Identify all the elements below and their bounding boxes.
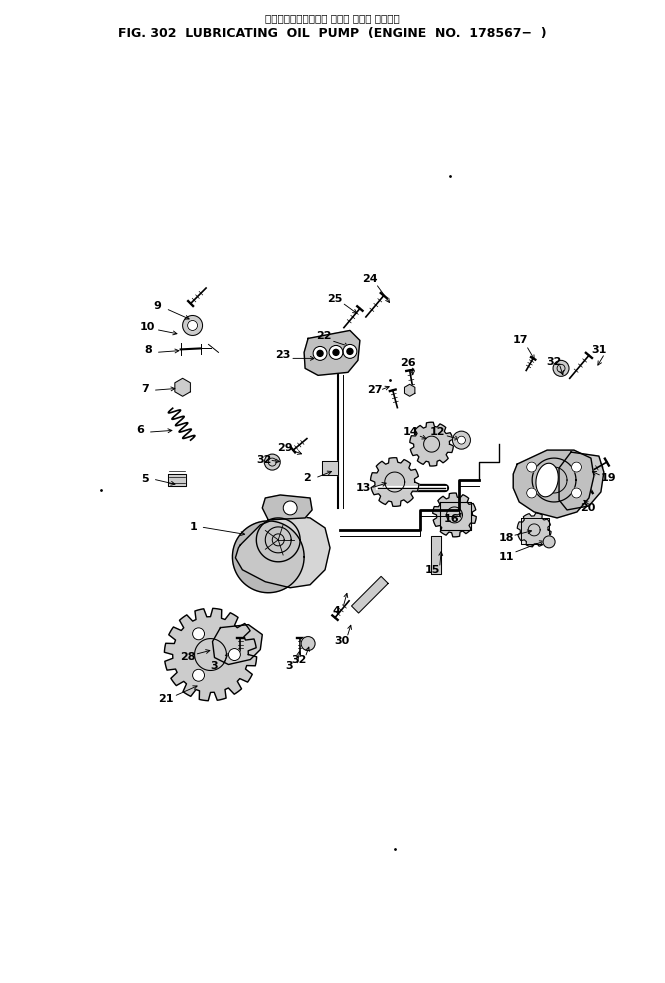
Text: 5: 5 <box>141 474 148 484</box>
Polygon shape <box>233 521 304 593</box>
Text: 4: 4 <box>332 606 340 615</box>
Text: 3: 3 <box>211 661 218 670</box>
Polygon shape <box>175 378 190 396</box>
Text: 31: 31 <box>591 345 606 356</box>
Text: 3: 3 <box>285 661 293 670</box>
Circle shape <box>553 361 569 376</box>
Text: 12: 12 <box>430 428 446 437</box>
Circle shape <box>193 669 205 681</box>
Polygon shape <box>304 330 360 376</box>
Text: 7: 7 <box>141 384 149 394</box>
Polygon shape <box>521 518 549 544</box>
Polygon shape <box>370 458 419 506</box>
Text: 6: 6 <box>136 426 144 435</box>
Polygon shape <box>235 515 330 588</box>
Polygon shape <box>164 608 257 701</box>
Circle shape <box>347 348 353 355</box>
Text: 9: 9 <box>154 301 162 311</box>
Ellipse shape <box>536 463 559 496</box>
Text: 23: 23 <box>275 350 291 361</box>
Circle shape <box>527 488 537 498</box>
Circle shape <box>329 345 343 360</box>
Circle shape <box>343 344 357 359</box>
Text: 10: 10 <box>140 322 156 332</box>
Text: 21: 21 <box>158 694 174 705</box>
Text: 17: 17 <box>513 335 528 345</box>
Circle shape <box>301 637 315 651</box>
Text: 29: 29 <box>277 443 293 453</box>
Text: FIG. 302  LUBRICATING  OIL  PUMP  (ENGINE  NO.  178567−  ): FIG. 302 LUBRICATING OIL PUMP (ENGINE NO… <box>118 28 547 40</box>
Circle shape <box>188 320 198 330</box>
Text: 26: 26 <box>400 359 416 369</box>
Circle shape <box>229 649 240 661</box>
Circle shape <box>571 488 581 498</box>
Polygon shape <box>559 452 604 510</box>
Text: 28: 28 <box>180 652 196 662</box>
Text: 16: 16 <box>444 514 460 524</box>
Polygon shape <box>513 450 594 518</box>
Text: 24: 24 <box>362 273 378 284</box>
Text: 30: 30 <box>334 636 350 646</box>
Polygon shape <box>213 624 262 665</box>
Text: 32: 32 <box>547 358 562 368</box>
Text: 19: 19 <box>601 473 616 483</box>
Text: 8: 8 <box>144 345 152 356</box>
Circle shape <box>313 346 327 361</box>
Circle shape <box>527 462 537 472</box>
Polygon shape <box>168 474 186 486</box>
Circle shape <box>183 316 203 335</box>
Polygon shape <box>431 536 440 574</box>
Text: 2: 2 <box>303 473 311 483</box>
Polygon shape <box>410 423 454 466</box>
Text: ルーブリケーティング オイル ポンプ 適用号機: ルーブリケーティング オイル ポンプ 適用号機 <box>265 14 400 24</box>
Polygon shape <box>433 493 476 537</box>
Text: 32: 32 <box>257 455 272 465</box>
Circle shape <box>317 350 323 357</box>
Text: 14: 14 <box>403 428 418 437</box>
Circle shape <box>193 628 205 640</box>
Circle shape <box>571 462 581 472</box>
Text: 18: 18 <box>499 533 514 543</box>
Polygon shape <box>517 513 551 547</box>
Circle shape <box>543 536 555 548</box>
Circle shape <box>452 432 470 449</box>
Text: 20: 20 <box>581 503 596 513</box>
Polygon shape <box>262 495 312 520</box>
Circle shape <box>283 501 297 515</box>
Text: 1: 1 <box>190 522 198 532</box>
Polygon shape <box>352 576 388 613</box>
Text: 13: 13 <box>356 483 372 493</box>
Circle shape <box>264 454 280 470</box>
Circle shape <box>458 436 466 444</box>
Polygon shape <box>404 384 415 396</box>
Circle shape <box>333 349 339 356</box>
Polygon shape <box>440 502 471 530</box>
Text: 32: 32 <box>291 655 307 665</box>
Text: 25: 25 <box>327 294 342 304</box>
Text: 15: 15 <box>425 565 440 575</box>
Text: 11: 11 <box>499 551 514 562</box>
Polygon shape <box>322 461 338 475</box>
Text: 27: 27 <box>367 385 382 395</box>
Text: 22: 22 <box>317 331 332 341</box>
